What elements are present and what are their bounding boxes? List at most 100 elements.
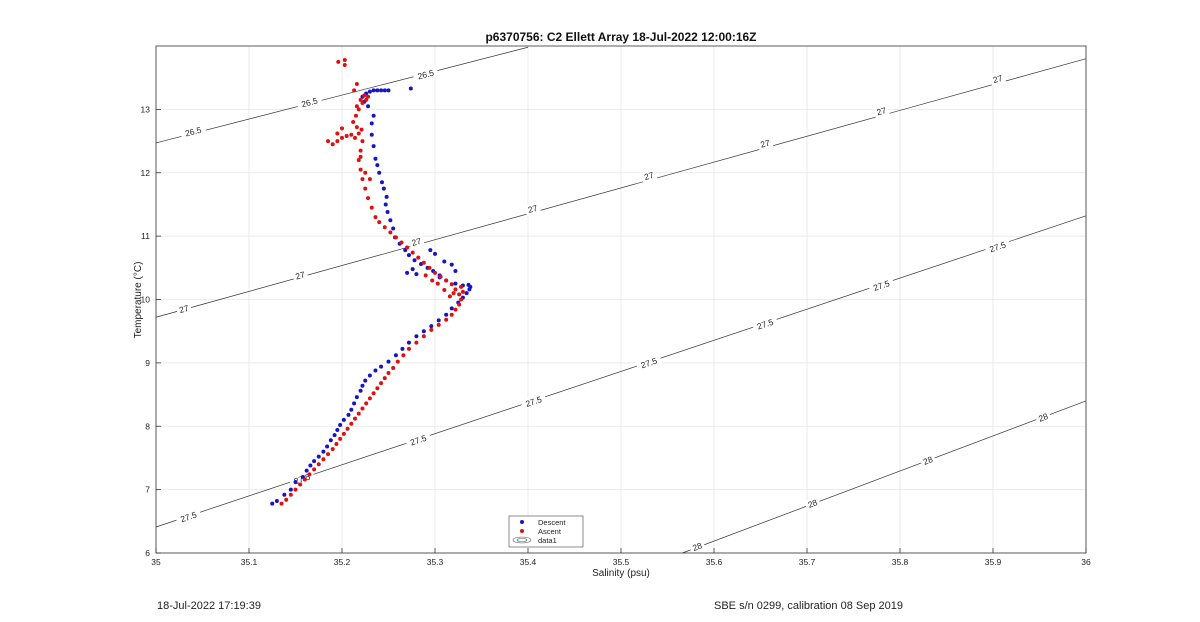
legend-marker-ascent — [520, 529, 524, 533]
descent-point — [379, 180, 384, 185]
ascent-point — [430, 278, 435, 283]
descent-point — [316, 454, 321, 459]
y-tick-label: 11 — [141, 231, 150, 241]
descent-point — [341, 417, 346, 422]
ascent-point — [358, 167, 363, 172]
ascent-point — [335, 139, 340, 144]
legend-label-ascent: Ascent — [538, 527, 562, 536]
descent-point — [382, 88, 387, 93]
descent-point — [332, 433, 337, 438]
ascent-point — [382, 376, 387, 381]
ascent-point — [336, 59, 341, 64]
ascent-point — [457, 302, 462, 307]
contour-label-bg — [751, 315, 779, 333]
descent-point — [270, 501, 275, 506]
ascent-point — [330, 447, 335, 452]
contour-label-text: 26.5 — [416, 68, 435, 82]
legend[interactable]: Descent Ascent data1 — [508, 515, 584, 548]
ascent-point — [342, 57, 347, 62]
axis-ticks: 35 35.1 35.2 35.3 35.4 35.5 35.6 35.7 35.8 35.9 36… — [141, 104, 1091, 567]
contour-label-bg — [635, 354, 663, 372]
ascent-point — [284, 497, 289, 502]
contour-label-bg — [175, 302, 193, 316]
descent-point — [282, 492, 287, 497]
contour-label: 27 — [524, 202, 541, 216]
ascent-point — [375, 386, 380, 391]
descent-point — [381, 186, 386, 191]
contour-label-bg — [524, 202, 541, 216]
ascent-point — [410, 250, 415, 255]
ascent-point — [352, 88, 357, 93]
contour-label-bg — [984, 238, 1011, 256]
descent-point — [308, 463, 313, 468]
legend-label-descent: Descent — [538, 518, 566, 527]
y-tick-label: 13 — [141, 104, 151, 114]
ascent-point — [401, 353, 406, 358]
contour-label-bg — [412, 66, 439, 83]
contour-label: 26.5 — [296, 94, 323, 111]
descent-point — [274, 499, 279, 504]
ascent-point — [363, 186, 368, 191]
density-contours: 26.526.526.5272727272727272727.527.527.5… — [155, 46, 1087, 554]
descent-point — [453, 281, 458, 286]
descent-point — [466, 282, 471, 287]
ascent-point — [360, 139, 365, 144]
descent-point — [346, 412, 351, 417]
contour-label-text: 26.5 — [184, 125, 203, 139]
descent-point — [371, 144, 376, 149]
ascent-point — [453, 287, 458, 292]
ascent-point — [438, 274, 443, 279]
ascent-point — [351, 120, 356, 125]
descent-point — [405, 270, 410, 275]
ascent-point — [356, 158, 361, 163]
descent-point — [304, 468, 309, 473]
ascent-point — [293, 487, 298, 492]
ascent-point — [356, 131, 361, 136]
contour-label-bg — [175, 508, 202, 526]
ascent-point — [356, 411, 361, 416]
contour-label: 28 — [688, 539, 706, 554]
ascent-point — [373, 215, 378, 220]
descent-point — [375, 88, 380, 93]
descent-point — [391, 226, 396, 231]
ascent-point — [360, 177, 365, 182]
descent-point — [412, 258, 417, 263]
contour-line — [682, 400, 1087, 554]
contour-label: 28 — [804, 496, 822, 511]
x-tick-label: 36 — [1081, 557, 1091, 567]
contour-label: 27 — [989, 72, 1006, 86]
contour-label: 28 — [1034, 410, 1052, 425]
ascent-point — [321, 457, 326, 462]
ascent-point — [436, 322, 441, 327]
descent-point — [449, 306, 454, 311]
contour-label-text: 27 — [875, 105, 887, 117]
descent-point — [464, 291, 469, 296]
descent-point — [366, 104, 371, 109]
calibration-info: SBE s/n 0299, calibration 08 Sep 2019 — [714, 600, 903, 612]
descent-point — [321, 449, 326, 454]
ascent-point — [335, 131, 340, 136]
x-tick-label: 35.5 — [613, 557, 630, 567]
descent-point — [373, 156, 378, 161]
ascent-point — [354, 104, 359, 109]
descent-point — [386, 359, 391, 364]
contour-label: 28 — [919, 453, 937, 468]
ascent-point — [279, 501, 284, 506]
contour-label: 27 — [291, 268, 309, 283]
x-tick-label: 35.4 — [520, 557, 537, 567]
ascent-point — [341, 431, 346, 436]
ascent-point — [358, 97, 363, 102]
contour-label-text: 27 — [992, 73, 1004, 85]
descent-point — [410, 267, 415, 272]
descent-point — [335, 428, 340, 433]
ascent-point — [354, 125, 359, 130]
descent-point — [363, 378, 368, 383]
descent-point — [379, 88, 384, 93]
ascent-point — [393, 235, 398, 240]
contour-line — [155, 46, 529, 144]
ascent-point — [406, 346, 411, 351]
x-tick-label: 35.1 — [241, 557, 258, 567]
ascent-point — [340, 135, 344, 140]
ascent-point — [362, 93, 367, 98]
descent-point — [386, 88, 391, 93]
